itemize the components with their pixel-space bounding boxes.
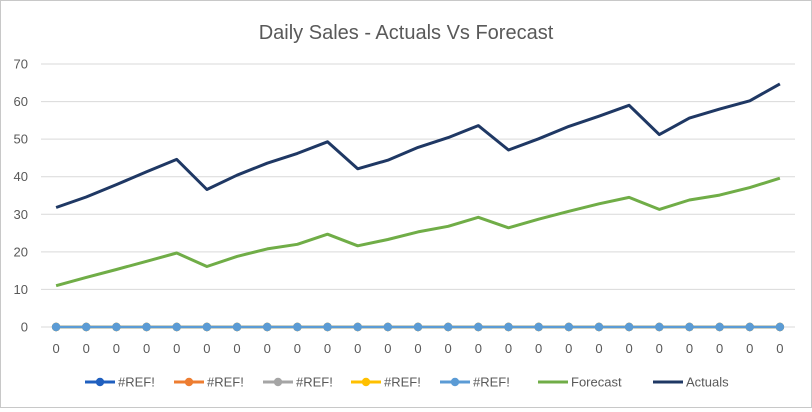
x-tick-label: 0 (535, 341, 542, 356)
x-tick-label: 0 (505, 341, 512, 356)
data-point (263, 322, 272, 332)
x-tick-label: 0 (686, 341, 693, 356)
series-6 (55, 82, 781, 209)
x-axis-ticks: 0 0 0 0 0 0 0 0 0 0 0 0 0 0 0 0 0 0 0 0 0 0 0 0 0 (52, 341, 783, 356)
x-tick-label: 0 (264, 341, 271, 356)
x-tick-label: 0 (233, 341, 240, 356)
x-tick-label: 0 (595, 341, 602, 356)
data-point (775, 322, 785, 332)
legend-item: Actuals (653, 375, 729, 390)
data-point (655, 322, 664, 332)
data-point (293, 322, 302, 332)
legend-item: Forecast (538, 375, 622, 390)
data-point (142, 322, 151, 332)
legend-item: #REF! (174, 375, 244, 390)
legend-label: #REF! (384, 375, 421, 390)
legend-label: Forecast (571, 375, 622, 390)
data-point (112, 322, 121, 332)
legend-item: #REF! (440, 375, 510, 390)
data-point (323, 322, 332, 332)
x-tick-label: 0 (565, 341, 572, 356)
series-line (55, 176, 781, 288)
data-point (745, 322, 754, 332)
data-point (413, 322, 423, 332)
x-tick-label: 0 (445, 341, 452, 356)
data-point (232, 322, 242, 332)
legend-marker (273, 377, 283, 387)
data-point (51, 322, 61, 332)
series-5 (55, 176, 781, 288)
x-tick-label: 0 (203, 341, 210, 356)
legend: #REF! #REF! #REF! #REF! #REF! Forecast Actuals (85, 375, 729, 390)
data-point (353, 322, 362, 332)
data-point (685, 322, 694, 332)
data-point (564, 322, 573, 332)
gridlines (41, 63, 795, 328)
x-tick-label: 0 (52, 341, 59, 356)
y-tick-label: 20 (14, 244, 28, 259)
legend-label: #REF! (207, 375, 244, 390)
x-tick-label: 0 (475, 341, 482, 356)
y-tick-label: 60 (14, 94, 28, 109)
x-tick-label: 0 (626, 341, 633, 356)
data-point (594, 322, 604, 332)
data-point (443, 322, 453, 332)
data-point (202, 322, 212, 332)
chart-title: Daily Sales - Actuals Vs Forecast (259, 22, 554, 44)
data-point (715, 322, 724, 332)
y-tick-label: 40 (14, 169, 28, 184)
legend-marker (450, 377, 460, 387)
y-axis-ticks: 0 10 20 30 40 50 60 70 (14, 57, 28, 335)
legend-label: #REF! (296, 375, 333, 390)
x-tick-label: 0 (384, 341, 391, 356)
y-tick-label: 10 (14, 282, 28, 297)
series-layer (51, 82, 785, 332)
y-tick-label: 0 (21, 320, 28, 335)
legend-item: #REF! (85, 375, 155, 390)
y-tick-label: 50 (14, 132, 28, 147)
data-point (172, 322, 181, 332)
series-4 (51, 322, 785, 332)
x-tick-label: 0 (716, 341, 723, 356)
x-tick-label: 0 (324, 341, 331, 356)
x-tick-label: 0 (143, 341, 150, 356)
data-point (534, 322, 543, 332)
legend-label: Actuals (686, 375, 729, 390)
x-tick-label: 0 (776, 341, 783, 356)
legend-label: #REF! (473, 375, 510, 390)
x-tick-label: 0 (113, 341, 120, 356)
legend-marker (361, 377, 371, 387)
data-point (624, 322, 634, 332)
data-point (474, 322, 483, 332)
x-tick-label: 0 (354, 341, 361, 356)
x-tick-label: 0 (656, 341, 663, 356)
series-line (55, 82, 781, 209)
data-point (82, 322, 91, 332)
legend-item: #REF! (351, 375, 421, 390)
data-point (504, 322, 513, 332)
y-tick-label: 70 (14, 57, 28, 72)
data-point (383, 322, 393, 332)
legend-label: #REF! (118, 375, 155, 390)
legend-marker (184, 377, 194, 387)
x-tick-label: 0 (746, 341, 753, 356)
x-tick-label: 0 (173, 341, 180, 356)
legend-marker (95, 377, 105, 387)
x-tick-label: 0 (294, 341, 301, 356)
legend-item: #REF! (263, 375, 333, 390)
x-tick-label: 0 (414, 341, 421, 356)
x-tick-label: 0 (83, 341, 90, 356)
y-tick-label: 30 (14, 207, 28, 222)
